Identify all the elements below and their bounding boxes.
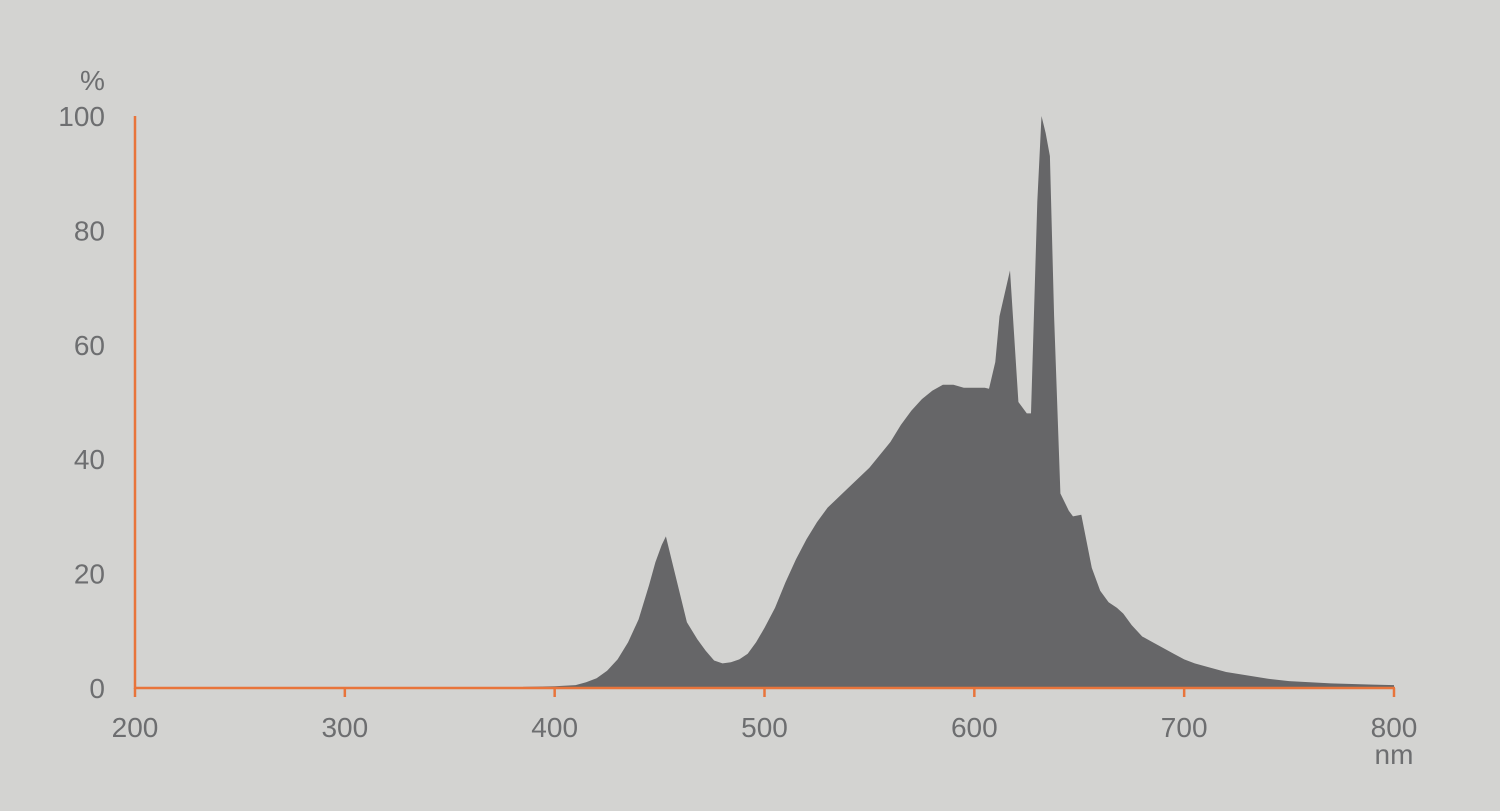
x-axis-label: nm: [1375, 739, 1414, 770]
y-tick-label-60: 60: [74, 330, 105, 361]
plot-area: [523, 116, 1394, 688]
y-tick-label-20: 20: [74, 559, 105, 590]
y-tick-label-80: 80: [74, 215, 105, 246]
x-tick-label-600: 600: [951, 712, 998, 743]
x-tick-label-500: 500: [741, 712, 788, 743]
y-axis-label: %: [80, 65, 105, 96]
y-tick-label-0: 0: [89, 673, 105, 704]
y-tick-label-100: 100: [58, 101, 105, 132]
x-tick-label-200: 200: [112, 712, 159, 743]
x-tick-label-800: 800: [1371, 712, 1418, 743]
y-tick-label-40: 40: [74, 444, 105, 475]
spectrum-area-0: [523, 116, 1394, 688]
axes: 200 300 400 500 600 700 800 0 20 40 60 80 100: [58, 101, 1417, 743]
x-tick-label-300: 300: [321, 712, 368, 743]
x-tick-label-700: 700: [1161, 712, 1208, 743]
x-tick-label-400: 400: [531, 712, 578, 743]
